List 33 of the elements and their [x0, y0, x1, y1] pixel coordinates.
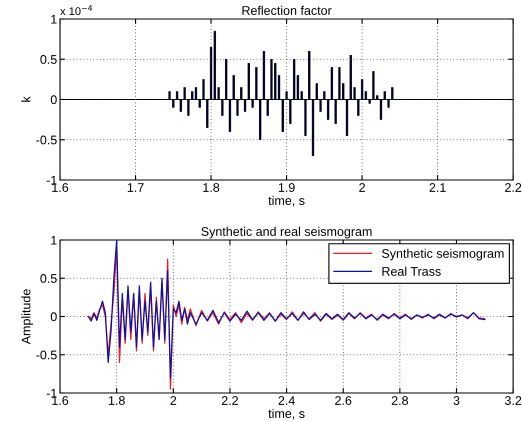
y-tick-label: 0: [50, 95, 57, 104]
x-tick-label: 1.8: [203, 183, 220, 192]
text: x 10$^{−4}$: [60, 5, 92, 16]
y-axis-title: k: [21, 96, 30, 102]
x-tick-label: 1.9: [278, 183, 295, 192]
y-tick-label: 0.5: [40, 274, 57, 283]
x-tick-label: 2.2: [505, 183, 522, 192]
y-tick-label: 1: [51, 236, 57, 245]
x-tick-label: 2.2: [222, 396, 238, 405]
x-tick-label: 1.6: [52, 396, 68, 405]
x-tick-label: 1.7: [128, 183, 144, 192]
x-axis-title: time, s: [268, 408, 305, 420]
x-tick-label: 1.6: [52, 183, 68, 192]
x-tick-label: 2.8: [392, 396, 408, 405]
chart-title: Reflection factor: [242, 6, 332, 15]
chart-title: Synthetic and real seismogram: [201, 226, 372, 238]
x-tick-label: 2.1: [430, 183, 446, 192]
legend-label: Real Trass: [382, 266, 441, 276]
y-tick-label: 0.5: [40, 55, 57, 64]
x-tick-label: 2: [359, 183, 365, 192]
y-tick-label: 1: [51, 14, 57, 24]
x-tick-label: 2.6: [335, 396, 352, 405]
x-axis-title: time, s: [268, 196, 305, 206]
x-tick-label: 1.8: [108, 396, 125, 405]
x-tick-label: 3: [453, 396, 460, 405]
legend-label: Synthetic seismogram: [382, 248, 504, 260]
x-tick-label: 3.2: [504, 396, 522, 405]
x-tick-label: 2: [170, 396, 176, 405]
y-axis-title: Amplitude: [21, 289, 33, 344]
y-tick-label: -0.5: [36, 350, 57, 360]
y-tick-label: 0: [50, 312, 57, 322]
x-tick-label: 2.4: [278, 396, 295, 405]
y-tick-label: -0.5: [36, 136, 57, 144]
